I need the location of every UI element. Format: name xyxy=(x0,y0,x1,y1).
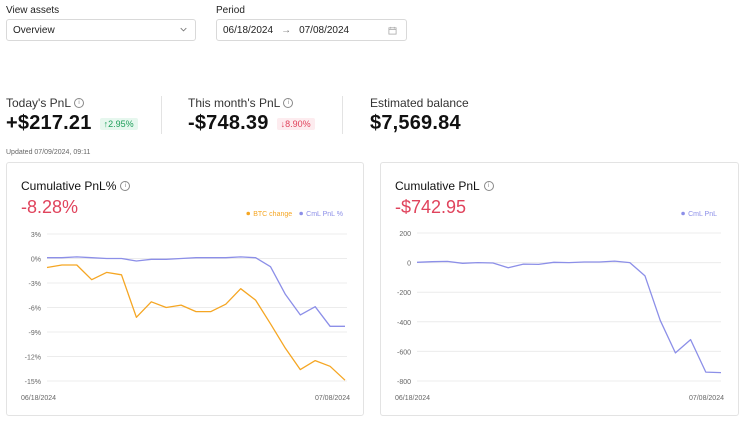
view-assets-value: Overview xyxy=(13,24,55,36)
y-tick-label: -6% xyxy=(29,306,41,313)
balance-label: Estimated balance xyxy=(370,96,469,110)
cumulative-pnl-pct-chart: 3% 0% -3% -6% -9% -12% -15% 06/18/2024 07/08/202… xyxy=(21,211,350,402)
month-pnl-block: This month's PnL i -$748.39 ↓8.90% xyxy=(188,96,315,135)
updated-timestamp: Updated 07/09/2024, 09:11 xyxy=(6,149,91,156)
legend-label: CmL PnL xyxy=(688,211,717,218)
month-pnl-badge: ↓8.90% xyxy=(276,117,315,130)
chart-title: Cumulative PnL% xyxy=(21,179,117,193)
x-start-label: 06/18/2024 xyxy=(21,395,56,402)
today-pnl-value: +$217.21 xyxy=(6,112,92,134)
legend-dot xyxy=(681,211,685,216)
info-icon[interactable]: i xyxy=(120,181,131,191)
today-pnl-block: Today's PnL i +$217.21 ↑2.95% xyxy=(6,96,138,135)
y-tick-label: -15% xyxy=(25,379,41,386)
today-pnl-label: Today's PnL xyxy=(6,96,71,110)
today-pnl-badge: ↑2.95% xyxy=(99,117,138,130)
y-tick-label: 0% xyxy=(31,257,41,264)
stat-divider xyxy=(342,96,343,134)
balance-block: Estimated balance $7,569.84 xyxy=(370,96,469,135)
series-line-cml-pnl xyxy=(416,260,722,374)
series-line-cml-pnl- xyxy=(47,256,345,327)
legend-dot xyxy=(299,211,303,216)
cumulative-pnl-pct-value: -8.28% xyxy=(21,197,79,217)
cumulative-pnl-value: -$742.95 xyxy=(395,197,467,217)
period-label: Period xyxy=(216,5,245,16)
view-assets-label: View assets xyxy=(6,5,60,16)
month-pnl-label: This month's PnL xyxy=(188,96,281,110)
period-start-date[interactable]: 06/18/2024 xyxy=(223,24,274,36)
info-icon[interactable]: i xyxy=(483,181,494,191)
info-icon[interactable]: i xyxy=(74,98,84,108)
stat-divider xyxy=(161,96,162,134)
y-tick-label: -800 xyxy=(397,379,411,386)
y-tick-label: -9% xyxy=(29,330,41,337)
x-end-label: 07/08/2024 xyxy=(689,395,724,402)
y-tick-label: -200 xyxy=(397,290,411,297)
y-tick-label: -3% xyxy=(29,281,41,288)
series-line-btc-change xyxy=(46,264,346,381)
month-pnl-value: -$748.39 xyxy=(188,112,269,134)
legend-dot xyxy=(246,211,251,216)
y-tick-label: -600 xyxy=(397,349,411,356)
cumulative-pnl-chart: 200 0 -200 -400 -600 -800 06/18/2024 07/08/2024… xyxy=(395,211,724,402)
view-assets-select[interactable]: Overview xyxy=(6,19,196,41)
x-start-label: 06/18/2024 xyxy=(395,395,430,402)
period-end-date[interactable]: 07/08/2024 xyxy=(299,24,350,36)
y-tick-label: 3% xyxy=(31,232,41,239)
y-tick-label: 200 xyxy=(399,231,411,238)
chevron-down-icon xyxy=(180,27,187,32)
legend-label: CmL PnL % xyxy=(306,211,343,218)
period-picker[interactable]: 06/18/2024 → 07/08/2024 xyxy=(216,19,407,41)
chart-title: Cumulative PnL xyxy=(395,179,480,193)
y-tick-label: -12% xyxy=(25,355,41,362)
y-tick-label: -400 xyxy=(397,320,411,327)
cumulative-pnl-card: Cumulative PnL i -$742.95 200 0 -200 -400 -6… xyxy=(380,162,739,416)
x-end-label: 07/08/2024 xyxy=(315,395,350,402)
arrow-right-icon: → xyxy=(281,24,292,36)
info-icon[interactable]: i xyxy=(283,98,294,108)
legend-label: BTC change xyxy=(253,211,292,218)
calendar-icon[interactable] xyxy=(388,26,397,35)
cumulative-pnl-pct-card: Cumulative PnL% i -8.28% 3% 0% -3% -6% -9% -1… xyxy=(6,162,364,416)
y-tick-label: 0 xyxy=(407,261,411,268)
balance-value: $7,569.84 xyxy=(370,112,461,134)
